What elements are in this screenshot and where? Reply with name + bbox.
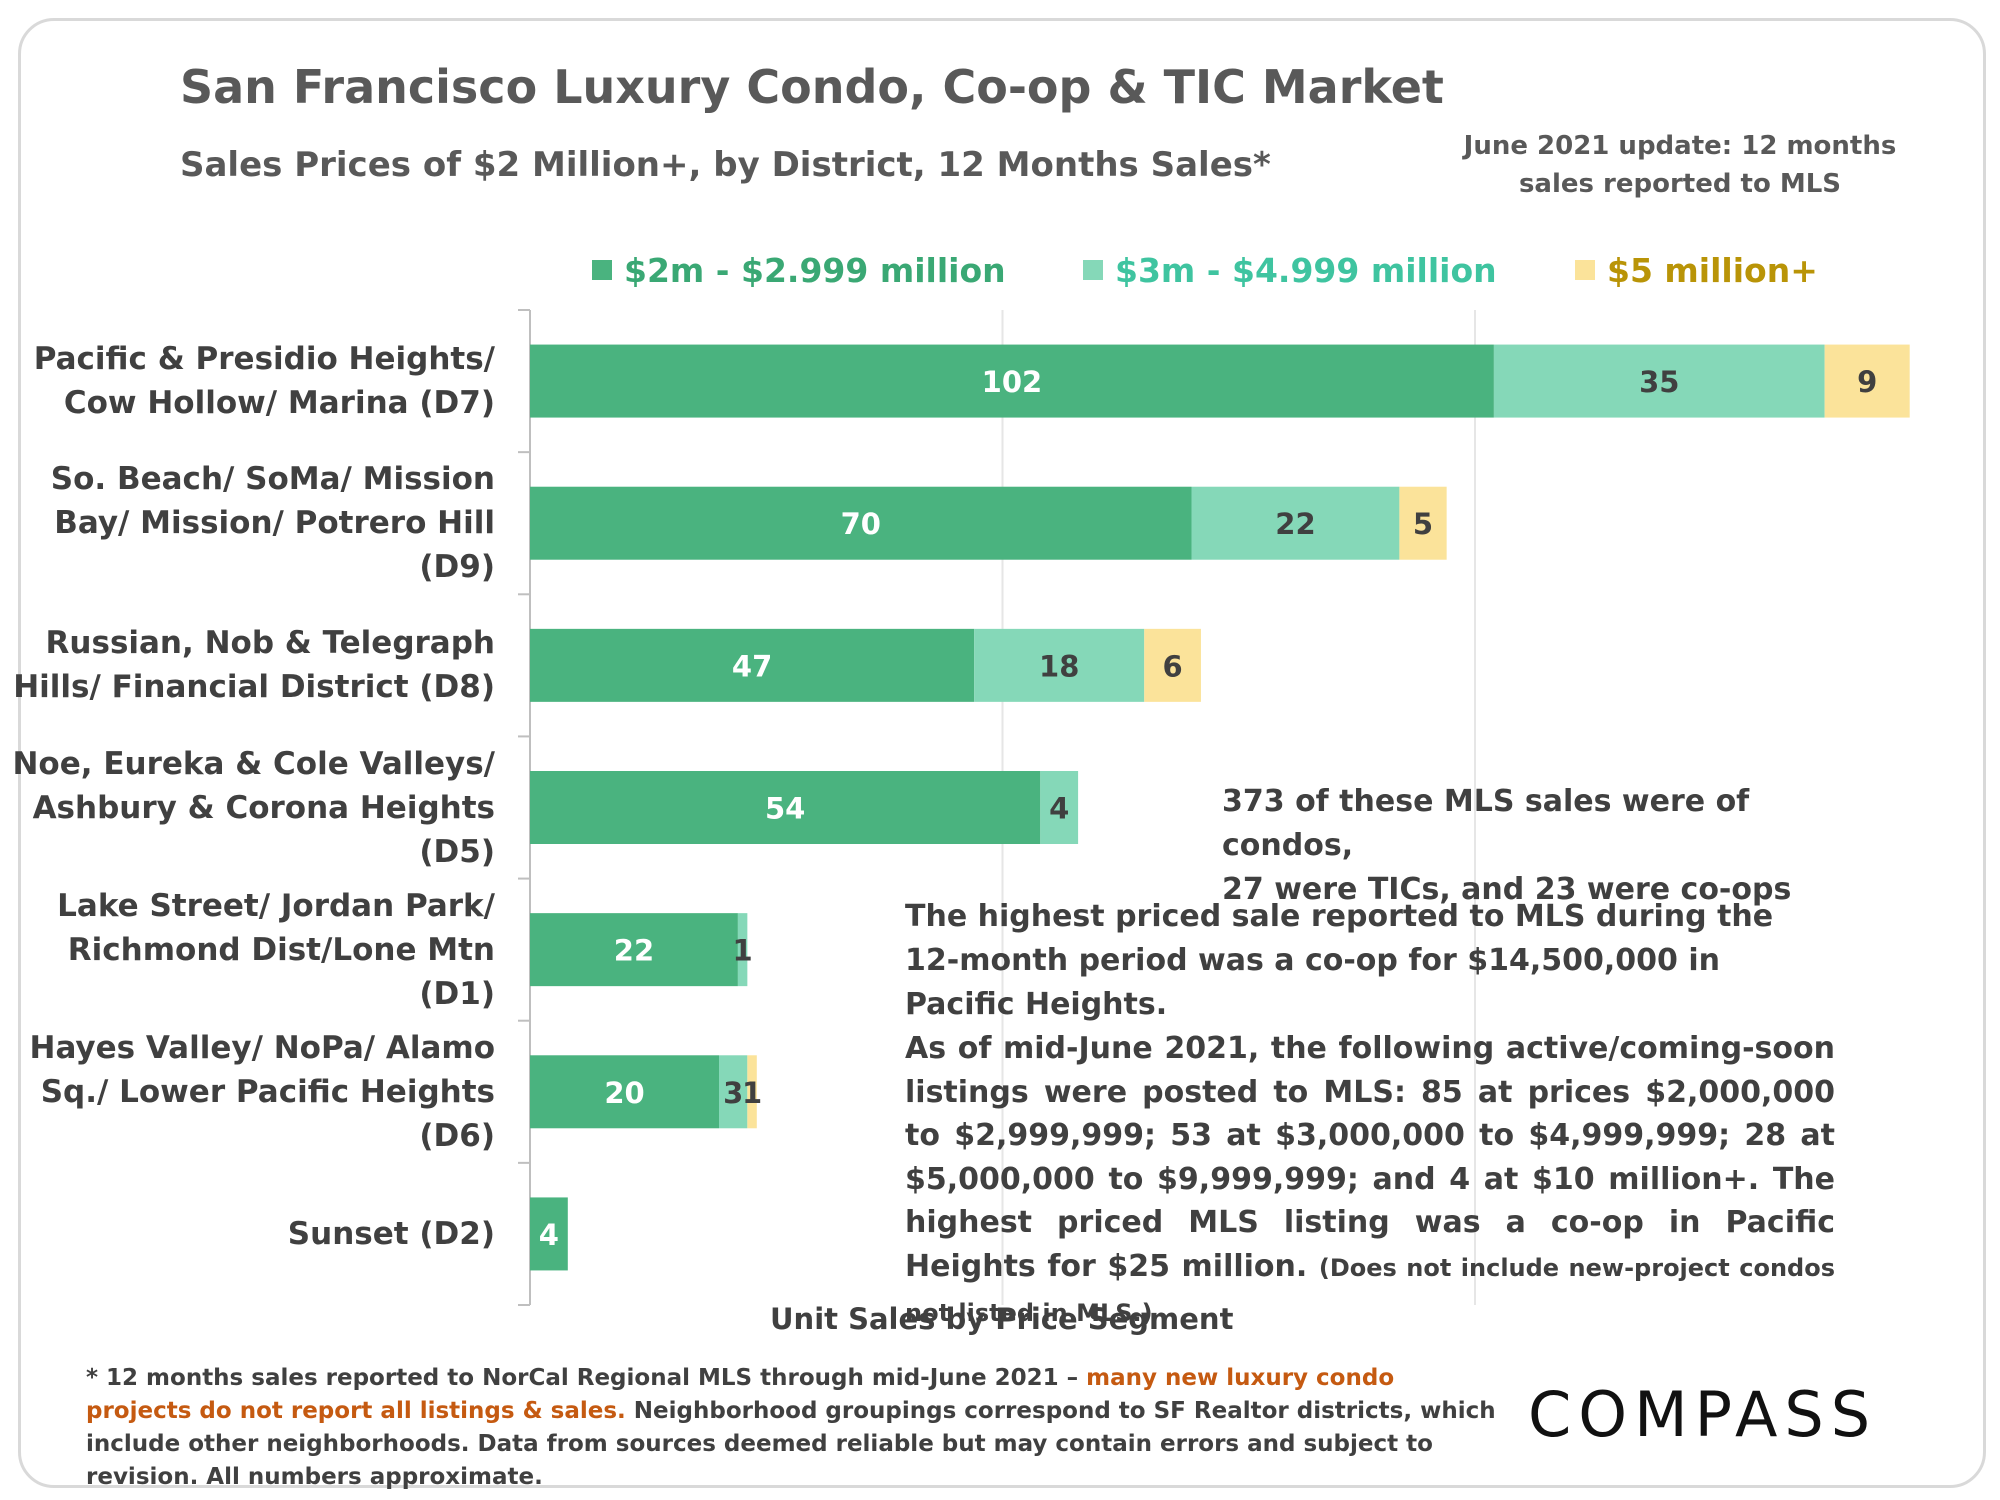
bar-value-label: 102 bbox=[982, 365, 1043, 399]
bar-value-label: 4 bbox=[1049, 792, 1069, 826]
category-label-line: Cow Hollow/ Marina (D7) bbox=[63, 385, 495, 422]
category-label-line: Pacific & Presidio Heights/ bbox=[33, 341, 495, 378]
bar-segment bbox=[530, 486, 1192, 560]
category-label: Hayes Valley/ NoPa/ Alamo Sq./ Lower Paci… bbox=[30, 1026, 496, 1158]
legend-item-1: $2m - $2.999 million bbox=[592, 247, 1006, 293]
bar-value-label: 54 bbox=[765, 792, 805, 826]
bar-value-label: 22 bbox=[1275, 507, 1315, 541]
bar-segment bbox=[530, 1197, 568, 1271]
category-label-line: So. Beach/ SoMa/ Mission bbox=[50, 461, 495, 498]
bar-value-label: 22 bbox=[614, 934, 654, 968]
category-label-line: Bay/ Mission/ Potrero Hill bbox=[54, 505, 495, 542]
bar-value-label: 70 bbox=[841, 507, 881, 541]
x-axis-label: Unit Sales by Price Segment bbox=[770, 1302, 1234, 1336]
compass-logo: COMPASS bbox=[1528, 1378, 1878, 1451]
legend-swatch-2 bbox=[1083, 260, 1103, 280]
bar-segment bbox=[1399, 486, 1447, 560]
footnote-part-1: * 12 months sales reported to NorCal Reg… bbox=[86, 1365, 1087, 1391]
category-label-line: Hills/ Financial District (D8) bbox=[13, 669, 495, 706]
bar-segment bbox=[719, 1055, 748, 1129]
category-label: Lake Street/ Jordan Park/Richmond Dist/L… bbox=[57, 884, 495, 1016]
bar-value-label: 9 bbox=[1857, 365, 1877, 399]
legend-label-2: $3m - $4.999 million bbox=[1115, 250, 1497, 290]
bar-value-label: 6 bbox=[1163, 649, 1183, 683]
chart-subtitle: Sales Prices of $2 Million+, by District… bbox=[180, 145, 1271, 185]
category-label: Noe, Eureka & Cole Valleys/Ashbury & Cor… bbox=[12, 742, 495, 874]
bar-value-label: 20 bbox=[604, 1076, 644, 1110]
bar-value-label: 18 bbox=[1039, 649, 1079, 683]
category-label-line: (D6) bbox=[419, 1117, 495, 1154]
category-label-line: (D5) bbox=[419, 833, 495, 870]
bar-segment bbox=[1493, 344, 1825, 418]
composition-line-2: 27 were TICs, and 23 were co-ops bbox=[1222, 872, 1792, 907]
category-label-line: Ashbury & Corona Heights bbox=[32, 789, 495, 826]
footnote-part-2: Neighborhood groupings correspond to SF … bbox=[86, 1398, 1496, 1490]
bar-value-label: 35 bbox=[1639, 365, 1679, 399]
bar-value-label: 4 bbox=[539, 1218, 559, 1252]
bar-value-label: 1 bbox=[742, 1076, 762, 1110]
legend-label-3: $5 million+ bbox=[1607, 250, 1818, 290]
bar-segment bbox=[530, 771, 1041, 844]
category-label-line: (D1) bbox=[419, 975, 495, 1012]
legend-label-1: $2m - $2.999 million bbox=[624, 250, 1006, 290]
category-label-line: Sq./ Lower Pacific Heights bbox=[40, 1073, 495, 1110]
legend-swatch-3 bbox=[1575, 260, 1595, 280]
update-line-1: June 2021 update: 12 months bbox=[1463, 131, 1897, 161]
highest-sale-note: The highest priced sale reported to MLS … bbox=[905, 899, 1774, 1022]
category-label-line: Hayes Valley/ NoPa/ Alamo bbox=[29, 1029, 496, 1066]
category-label: So. Beach/ SoMa/ Mission Bay/ Mission/ Po… bbox=[51, 457, 495, 589]
legend-swatch-1 bbox=[592, 260, 612, 280]
bar-segment bbox=[530, 913, 738, 987]
category-label-line: Sunset (D2) bbox=[287, 1215, 495, 1252]
category-label: Sunset (D2) bbox=[288, 1212, 495, 1256]
footnote: * 12 months sales reported to NorCal Reg… bbox=[86, 1362, 1506, 1494]
category-label: Pacific & Presidio Heights/Cow Hollow/ M… bbox=[34, 337, 495, 425]
category-label-line: Russian, Nob & Telegraph bbox=[45, 625, 495, 662]
bar-segment bbox=[530, 628, 975, 702]
bar-value-label: 1 bbox=[733, 934, 753, 968]
bar-segment bbox=[1144, 628, 1201, 702]
bar-value-label: 47 bbox=[732, 649, 772, 683]
bar-segment bbox=[530, 1055, 719, 1129]
update-line-2: sales reported to MLS bbox=[1518, 169, 1842, 199]
bar-segment bbox=[974, 628, 1145, 702]
composition-note: 373 of these MLS sales were of condos, 2… bbox=[1222, 780, 1862, 912]
bar-segment bbox=[1824, 344, 1910, 418]
legend-item-3: $5 million+ bbox=[1575, 247, 1818, 293]
footnote-highlight: many new luxury condo projects do not re… bbox=[86, 1365, 1395, 1424]
listings-text: As of mid-June 2021, the following activ… bbox=[905, 1031, 1835, 1284]
category-label: Russian, Nob & Telegraph Hills/ Financial… bbox=[13, 621, 495, 709]
bar-segment bbox=[1191, 486, 1400, 560]
listings-note: As of mid-June 2021, the following activ… bbox=[905, 1027, 1835, 1336]
chart-title: San Francisco Luxury Condo, Co-op & TIC … bbox=[180, 60, 1444, 114]
composition-line-1: 373 of these MLS sales were of condos, bbox=[1222, 784, 1750, 863]
category-label-line: Richmond Dist/Lone Mtn bbox=[67, 931, 495, 968]
category-label-line: (D9) bbox=[419, 549, 495, 586]
listings-disclaimer: (Does not include new-project condos not… bbox=[905, 1253, 1835, 1328]
legend-item-2: $3m - $4.999 million bbox=[1083, 247, 1497, 293]
update-note: June 2021 update: 12 months sales report… bbox=[1450, 127, 1910, 203]
category-label-line: Lake Street/ Jordan Park/ bbox=[57, 887, 495, 924]
bar-segment bbox=[747, 1055, 757, 1129]
bar-value-label: 5 bbox=[1413, 507, 1433, 541]
category-label-line: Noe, Eureka & Cole Valleys/ bbox=[12, 745, 495, 782]
bar-segment bbox=[1040, 771, 1079, 844]
bar-segment bbox=[737, 913, 748, 987]
bar-segment bbox=[530, 344, 1494, 418]
bar-value-label: 3 bbox=[723, 1076, 743, 1110]
